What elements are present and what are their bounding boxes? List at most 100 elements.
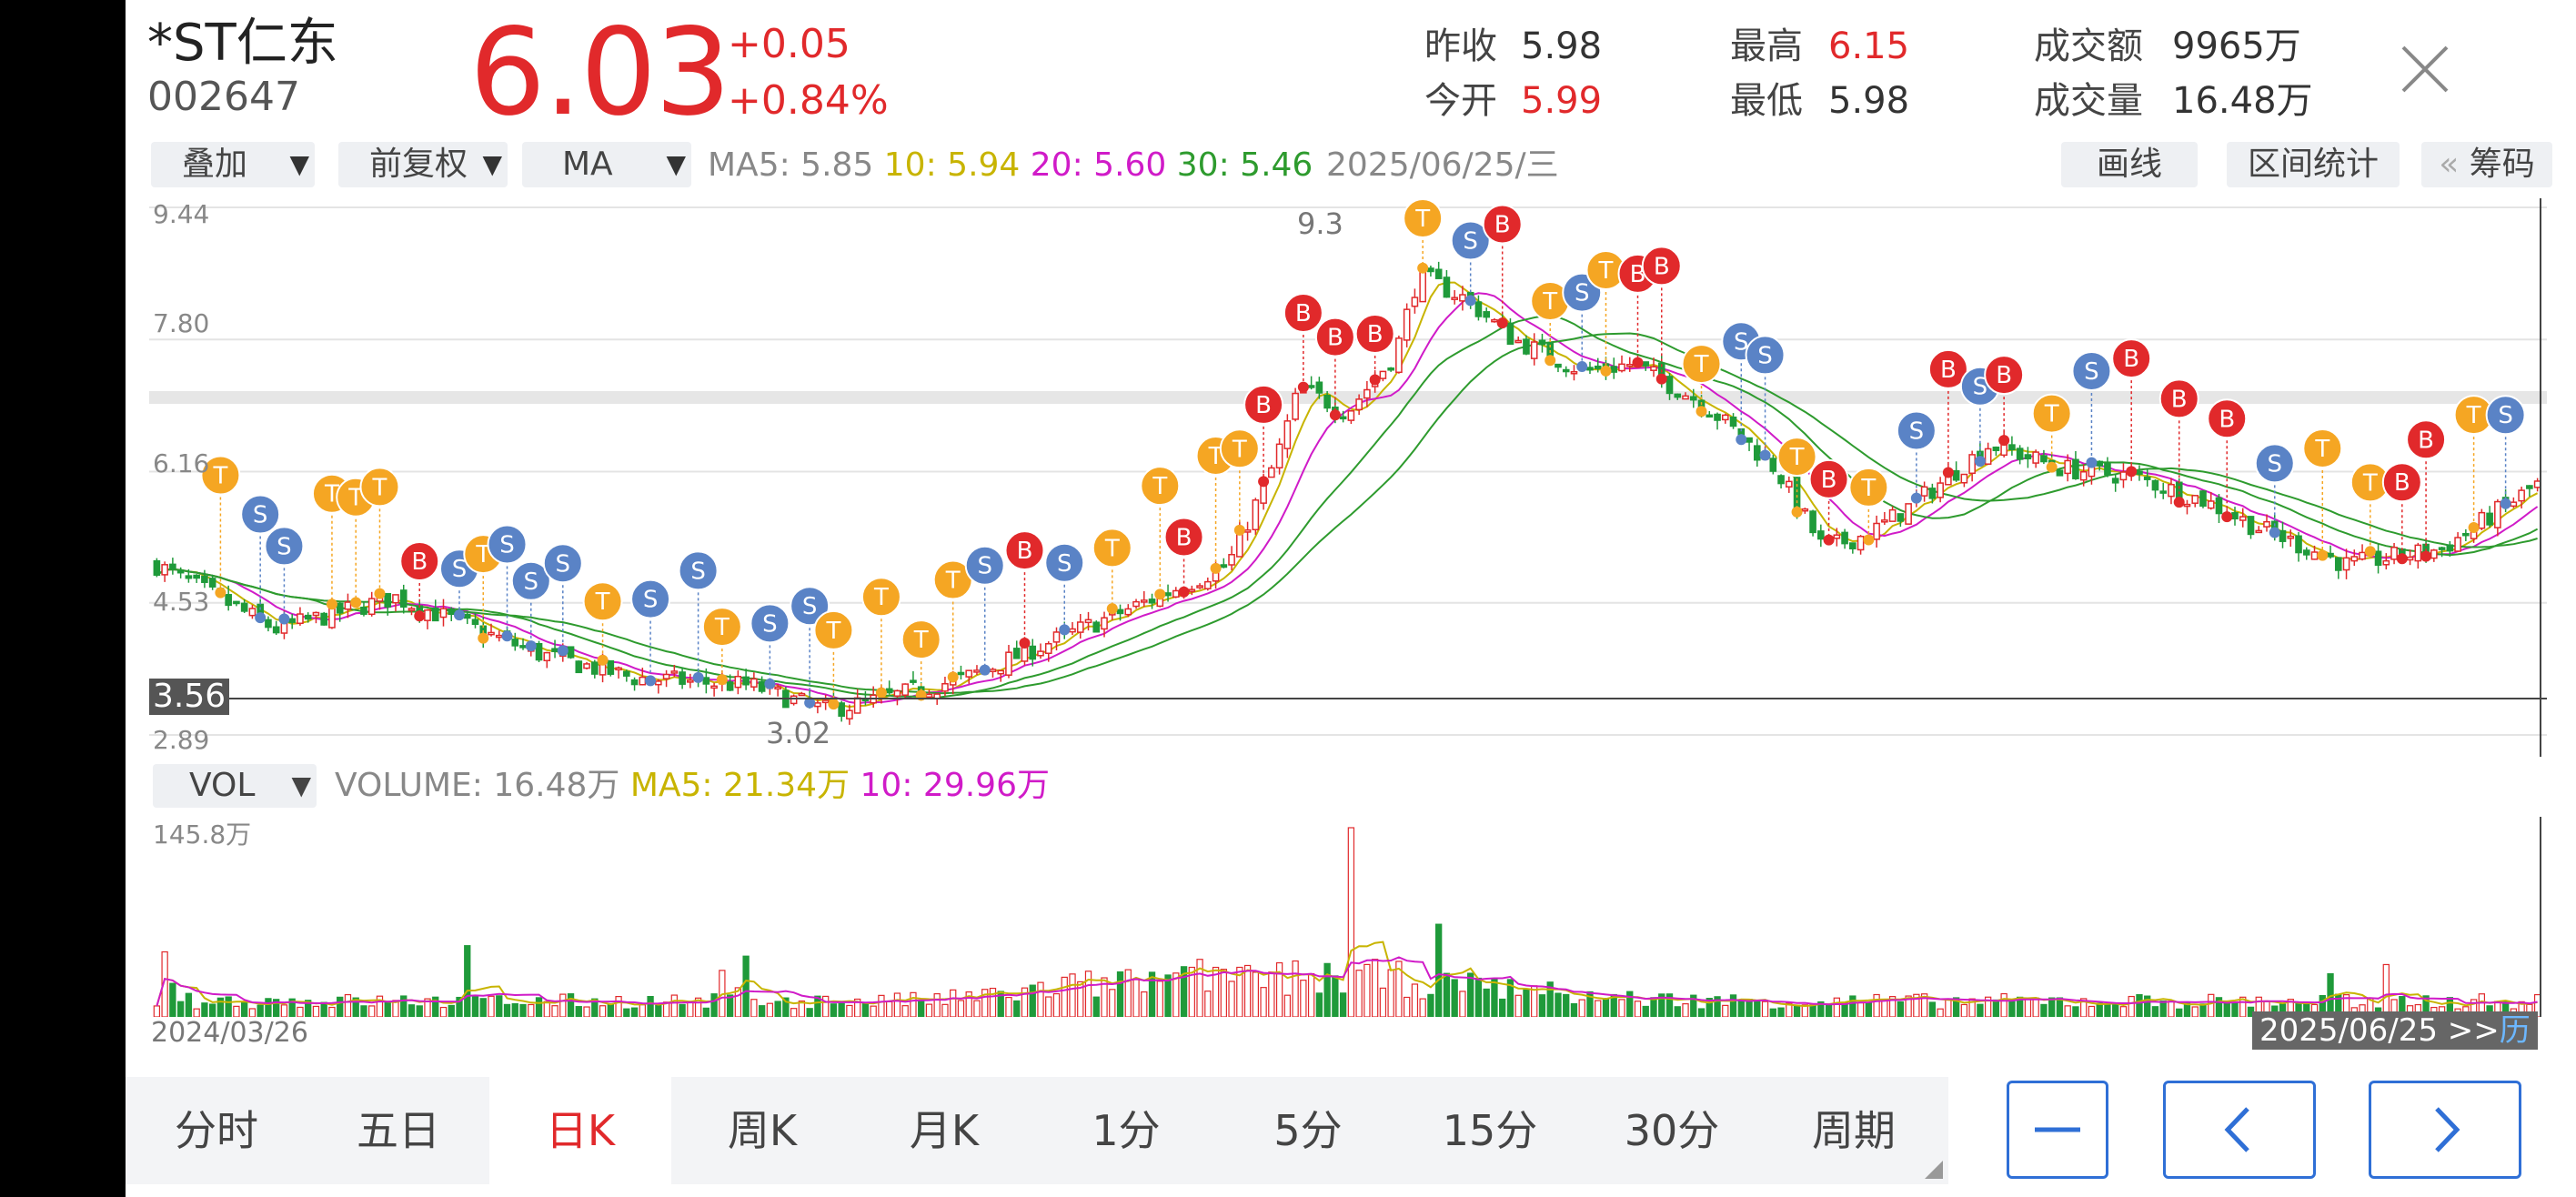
volume-bar: [774, 1001, 781, 1017]
indicator-dropdown[interactable]: MA ▼: [522, 142, 691, 187]
volume-ma5-line: [156, 940, 2538, 1008]
volume-bar: [2199, 1003, 2207, 1017]
marker-label: S: [802, 593, 818, 620]
volume-bar: [821, 995, 830, 1017]
tab-period[interactable]: 周期: [1812, 1106, 1896, 1155]
t-marker: [582, 581, 623, 622]
candle-body: [312, 611, 320, 617]
chevron-right-icon: [2435, 1107, 2460, 1152]
candle-body: [511, 639, 519, 647]
candle-body: [1164, 592, 1172, 597]
candle-body: [431, 608, 439, 622]
marker-label: S: [643, 587, 659, 614]
volume-bar: [639, 1004, 646, 1017]
indicator-label: MA: [562, 146, 613, 183]
candle-body: [1729, 416, 1737, 428]
candle-body: [185, 575, 193, 579]
overlay-dropdown[interactable]: 叠加 ▼: [151, 142, 315, 187]
draw-button[interactable]: 画线: [2061, 142, 2198, 187]
tab-monthly-k[interactable]: 月K: [909, 1106, 980, 1155]
volume-bar: [1092, 996, 1100, 1017]
end-date-link[interactable]: 2025/06/25 >>历: [2252, 1011, 2538, 1050]
tab-15min[interactable]: 15分: [1442, 1106, 1538, 1155]
marker-dot: [1106, 603, 1118, 615]
chips-button[interactable]: « 筹码: [2421, 142, 2552, 187]
volume-bar: [1467, 972, 1474, 1017]
marker-dot: [1600, 365, 1612, 377]
candle-body: [1888, 508, 1897, 522]
candle-body: [2446, 544, 2454, 552]
tab-1min[interactable]: 1分: [1092, 1106, 1161, 1155]
marker-dot: [1496, 317, 1508, 329]
volume-bar: [1777, 1007, 1785, 1017]
prev-button[interactable]: [2163, 1081, 2316, 1179]
candle-body: [1101, 617, 1108, 630]
candle-body: [336, 602, 344, 614]
candle-body: [2143, 476, 2151, 480]
marker-dot: [1059, 624, 1071, 636]
price-band: [149, 391, 2547, 404]
ma20-value: 20: 5.60: [1030, 146, 1167, 184]
volume-bar: [496, 995, 503, 1017]
history-link[interactable]: 历: [2499, 1012, 2531, 1049]
candle-body: [1642, 361, 1650, 367]
tab-five-day[interactable]: 五日: [357, 1106, 440, 1155]
high-price-marker: 9.3: [1297, 206, 1343, 241]
range-stat-button[interactable]: 区间统计: [2227, 142, 2400, 187]
t-marker: [359, 467, 400, 508]
candle-body: [1594, 365, 1602, 369]
volume-bar: [1069, 973, 1076, 1017]
volume-bar: [1077, 981, 1084, 1017]
adjust-dropdown[interactable]: 前复权 ▼: [338, 142, 508, 187]
volume-bar: [647, 995, 654, 1017]
volume-indicator-dropdown[interactable]: VOL ▼: [153, 764, 317, 808]
candle-body: [2494, 500, 2501, 528]
tab-daily-k[interactable]: 日K: [489, 1077, 671, 1184]
volume-bar: [2104, 1004, 2111, 1017]
sell-marker: [510, 560, 551, 601]
tab-5min[interactable]: 5分: [1273, 1106, 1343, 1155]
volume-bar: [185, 992, 193, 1017]
tab-intraday[interactable]: 分时: [175, 1106, 258, 1155]
candle-body: [2350, 556, 2359, 562]
volume-bar: [1697, 1008, 1706, 1017]
volume-bar: [1268, 971, 1275, 1017]
close-icon[interactable]: [2398, 42, 2452, 96]
volume-chart[interactable]: [149, 817, 2547, 1017]
candle-body: [1292, 392, 1299, 420]
marker-dot: [1696, 406, 1707, 417]
prev-close-label: 昨收: [1424, 25, 1497, 67]
volume-label: 成交量: [2034, 80, 2143, 122]
volume-bar: [1754, 1001, 1761, 1017]
candle-body: [1689, 396, 1697, 401]
candle-body: [1069, 628, 1076, 633]
zoom-out-button[interactable]: [2007, 1081, 2108, 1179]
candle-body: [240, 602, 248, 612]
volume-bar: [615, 996, 622, 1017]
tab-30min[interactable]: 30分: [1624, 1106, 1720, 1155]
candle-body: [519, 645, 527, 649]
volume-bar: [2056, 997, 2064, 1017]
candle-body: [2255, 529, 2263, 534]
volume-bar: [1897, 1001, 1905, 1017]
candle-body: [248, 608, 257, 617]
tab-weekly-k[interactable]: 周K: [727, 1106, 798, 1155]
volume-bar: [1888, 996, 1897, 1017]
marker-label: T: [475, 541, 490, 568]
candle-body: [1491, 318, 1498, 323]
next-button[interactable]: [2369, 1081, 2521, 1179]
marker-label: S: [762, 610, 778, 638]
volume-bar: [1865, 1001, 1873, 1017]
volume-bar: [1570, 1002, 1578, 1017]
end-date: 2025/06/25 >>: [2259, 1012, 2500, 1049]
candle-body: [1243, 529, 1252, 533]
marker-dot: [645, 675, 657, 687]
volume-bar: [742, 955, 750, 1017]
candle-body: [1905, 503, 1912, 525]
marker-label: T: [1598, 257, 1614, 285]
marker-dot: [716, 674, 728, 686]
t-marker: [813, 609, 854, 650]
low-price-marker: 3.02: [766, 716, 831, 750]
candle-body: [2406, 556, 2414, 561]
